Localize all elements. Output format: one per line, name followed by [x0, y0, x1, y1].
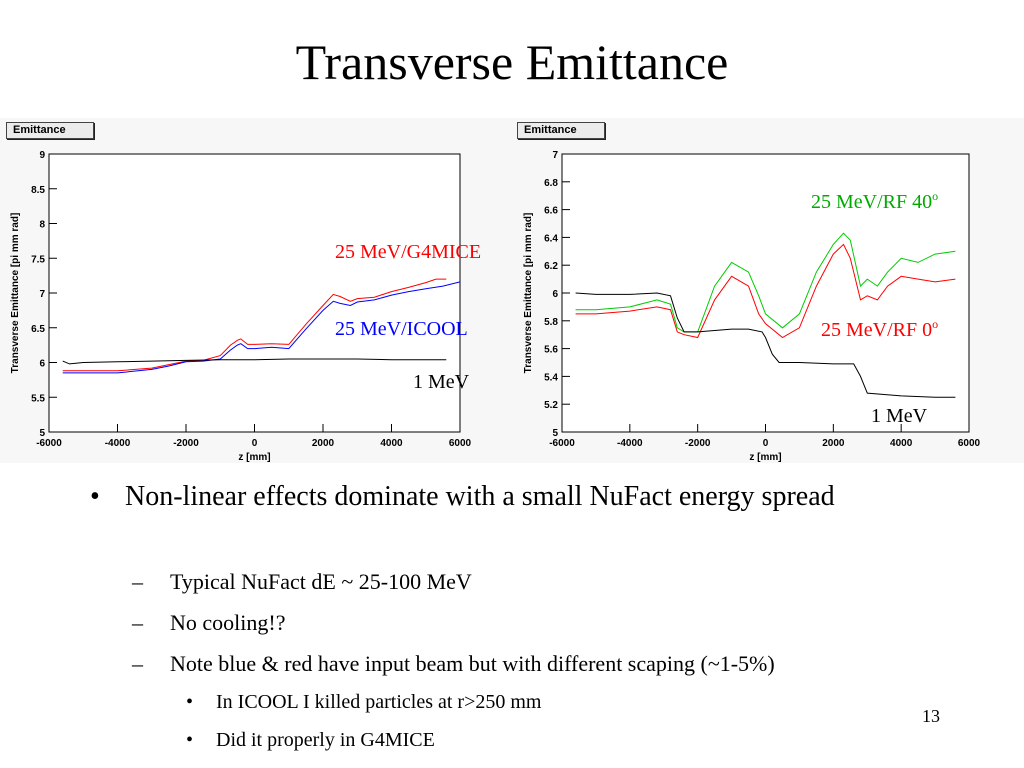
y-tick-label: 6.6	[544, 206, 558, 217]
y-tick-label: 6.5	[31, 324, 45, 335]
chart-panel-left: Emittance 5 5.5 6 6.5 7 7.5 8 8.5 9 -6000 -4000 -20…	[0, 118, 513, 463]
series-annotation: 1 MeV	[871, 405, 928, 427]
y-tick-label: 5.5	[31, 393, 45, 404]
y-tick-label: 7	[39, 289, 45, 300]
y-tick-label: 5.8	[544, 317, 558, 328]
series-line	[62, 278, 447, 372]
series-annotation: 1 MeV	[413, 371, 470, 393]
y-tick-label: 8.5	[31, 185, 45, 196]
series-annotation: 25 MeV/G4MICE	[335, 241, 481, 263]
series-line	[62, 358, 447, 365]
x-tick-label: 4000	[380, 438, 403, 449]
sub-bullet-marker: –	[132, 651, 143, 676]
series-line	[575, 292, 956, 398]
plot-frame	[48, 153, 461, 433]
series-annotation: 25 MeV/RF 0o	[821, 317, 938, 341]
x-tick-label: 0	[763, 438, 769, 449]
x-tick-label: 2000	[822, 438, 845, 449]
x-tick-label: -2000	[173, 438, 199, 449]
page-number: 13	[922, 706, 940, 726]
panel-tab-emittance[interactable]: Emittance	[6, 122, 94, 139]
y-tick-label: 8	[39, 220, 45, 231]
y-tick-label: 6.8	[544, 178, 558, 189]
x-tick-label: 6000	[958, 438, 981, 449]
y-tick-label: 5	[39, 428, 45, 439]
x-tick-label: -4000	[617, 438, 643, 449]
slide-title: Transverse Emittance	[295, 34, 729, 90]
sub-bullet-text: Typical NuFact dE ~ 25-100 MeV	[170, 569, 472, 594]
y-tick-label: 6.2	[544, 261, 558, 272]
subsub-bullet-marker: •	[186, 691, 194, 713]
x-tick-label: 2000	[312, 438, 335, 449]
x-tick-label: -6000	[549, 438, 575, 449]
y-tick-label: 6.4	[544, 233, 558, 244]
x-axis-label: z [mm]	[749, 452, 781, 463]
chart-panel-right: Emittance 5 5.2 5.4 5.6 5.8 6 6.2 6.4 6.6 6.8 7 -60…	[513, 118, 1024, 463]
y-tick-label: 7.5	[31, 254, 45, 265]
y-tick-label: 6	[552, 289, 558, 300]
x-tick-label: -4000	[105, 438, 131, 449]
x-tick-label: 0	[252, 438, 258, 449]
y-axis-label: Transverse Emittance [pi mm rad]	[523, 213, 534, 374]
y-tick-label: 5	[552, 428, 558, 439]
subsub-bullet-text: In ICOOL I killed particles at r>250 mm	[216, 691, 542, 713]
sub-bullet-marker: –	[132, 610, 143, 635]
x-tick-label: -2000	[685, 438, 711, 449]
panel-tab-emittance[interactable]: Emittance	[517, 122, 605, 139]
series-annotation: 25 MeV/RF 40o	[811, 189, 938, 213]
x-tick-label: 4000	[890, 438, 913, 449]
sub-bullet-marker: –	[132, 569, 143, 594]
y-tick-label: 7	[552, 150, 558, 161]
y-tick-label: 9	[39, 150, 45, 161]
series-line	[575, 232, 956, 333]
x-tick-label: 6000	[449, 438, 472, 449]
y-tick-label: 5.4	[544, 372, 558, 383]
subsub-bullet-text: Did it properly in G4MICE	[216, 729, 435, 751]
series-annotation: 25 MeV/ICOOL	[335, 318, 468, 340]
series-line	[62, 281, 461, 374]
bullet-text: Non-linear effects dominate with a small…	[125, 481, 835, 512]
y-tick-label: 5.6	[544, 345, 558, 356]
emittance-chart-left: 5 5.5 6 6.5 7 7.5 8 8.5 9 -6000 -4000 -2000 0 2000 400…	[10, 150, 481, 463]
y-axis-label: Transverse Emittance [pi mm rad]	[10, 213, 21, 374]
x-axis-label: z [mm]	[238, 452, 270, 463]
y-tick-label: 6	[39, 359, 45, 370]
y-tick-label: 5.2	[544, 400, 558, 411]
emittance-chart-right: 5 5.2 5.4 5.6 5.8 6 6.2 6.4 6.6 6.8 7 -6000 -4000 -20…	[523, 150, 981, 463]
bullet-marker: •	[90, 481, 100, 512]
plot-frame	[561, 153, 970, 433]
x-tick-label: -6000	[36, 438, 62, 449]
subsub-bullet-marker: •	[186, 729, 194, 751]
series-line	[575, 243, 956, 339]
sub-bullet-text: Note blue & red have input beam but with…	[170, 651, 775, 676]
sub-bullet-text: No cooling!?	[170, 610, 286, 635]
